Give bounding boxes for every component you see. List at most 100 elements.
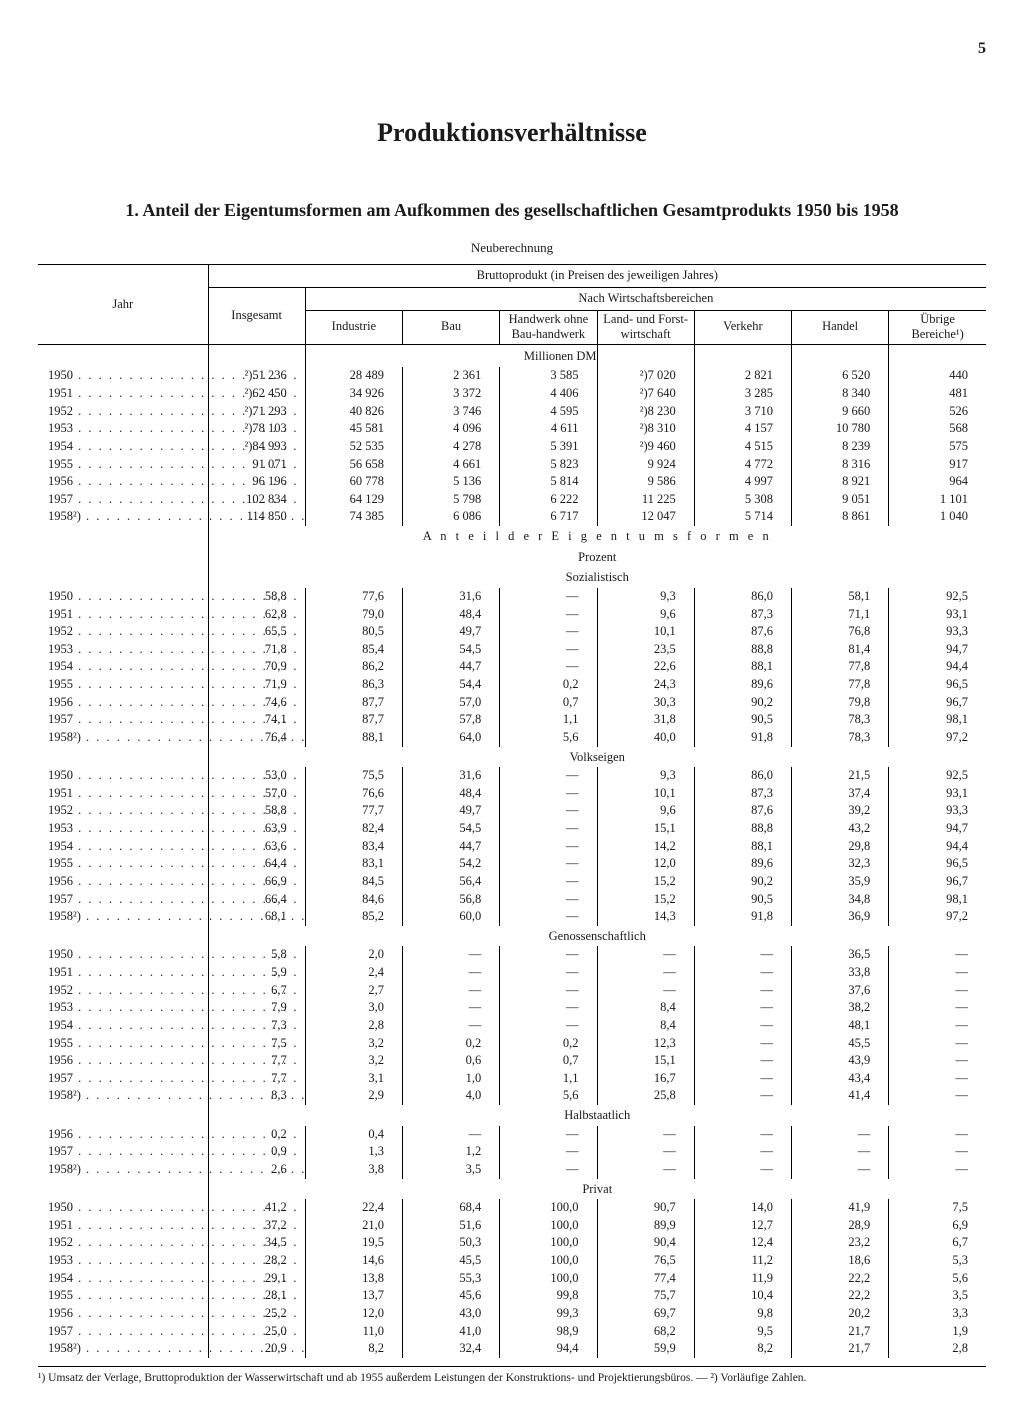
data-cell: 54,4 [403,676,500,694]
section-label: Sozialistisch [208,567,986,588]
year-cell: 1954 . . . . . . . . . . . . . . . . . .… [38,838,208,856]
data-cell: — [500,606,597,624]
data-cell: 3 585 [500,367,597,385]
data-cell: 92,5 [889,767,986,785]
data-cell: — [500,982,597,1000]
data-cell: — [889,1161,986,1179]
table-row: 1951 . . . . . . . . . . . . . . . . . .… [38,1217,986,1235]
data-cell: 13,8 [305,1270,402,1288]
table-row: 1952 . . . . . . . . . . . . . . . . . .… [38,1234,986,1252]
data-cell: 2 821 [694,367,791,385]
table-row: 1951 . . . . . . . . . . . . . . . . . .… [38,785,986,803]
data-cell: 84,5 [305,873,402,891]
data-cell: 5,6 [500,1087,597,1105]
year-cell: 1953 . . . . . . . . . . . . . . . . . .… [38,641,208,659]
table-row: 1950 . . . . . . . . . . . . . . . . . .… [38,588,986,606]
data-cell: 32,3 [792,855,889,873]
year-cell: 1951 . . . . . . . . . . . . . . . . . .… [38,964,208,982]
data-cell: 23,2 [792,1234,889,1252]
data-cell: — [597,964,694,982]
data-cell: — [792,1126,889,1144]
table-row: 1953 . . . . . . . . . . . . . . . . . .… [38,1252,986,1270]
year-cell: 1952 . . . . . . . . . . . . . . . . . .… [38,982,208,1000]
th-col: Bau [403,310,500,344]
data-cell: 2,8 [305,1017,402,1035]
data-cell: 94,4 [889,838,986,856]
data-cell: 87,6 [694,802,791,820]
data-cell: 60 778 [305,473,402,491]
data-cell: 45,6 [403,1287,500,1305]
year-cell: 1951 . . . . . . . . . . . . . . . . . .… [38,606,208,624]
data-cell: 80,5 [305,623,402,641]
data-cell: 8,4 [597,999,694,1017]
year-cell: 1957 . . . . . . . . . . . . . . . . . .… [38,1143,208,1161]
data-cell: 19,5 [305,1234,402,1252]
data-cell: 90,2 [694,873,791,891]
table-row: 1955 . . . . . . . . . . . . . . . . . .… [38,456,986,474]
section-label: Privat [208,1179,986,1200]
data-cell: 98,1 [889,891,986,909]
data-cell: 0,2 [403,1035,500,1053]
data-cell: 3,8 [305,1161,402,1179]
main-title: Produktionsverhältnisse [38,118,986,148]
year-cell: 1955 . . . . . . . . . . . . . . . . . .… [38,1035,208,1053]
data-cell: 21,7 [792,1323,889,1341]
data-cell: — [889,1017,986,1035]
data-cell: 87,7 [305,711,402,729]
section-label: Volkseigen [208,747,986,768]
table-row: 1953 . . . . . . . . . . . . . . . . . .… [38,999,986,1017]
data-cell: — [889,1052,986,1070]
data-cell: ²)7 020 [597,367,694,385]
data-cell: 8 340 [792,385,889,403]
data-cell: 90,7 [597,1199,694,1217]
data-cell: — [694,999,791,1017]
table-row: 1952 . . . . . . . . . . . . . . . . . .… [38,982,986,1000]
data-cell: 100,0 [500,1270,597,1288]
data-cell: — [500,855,597,873]
data-cell: 68,2 [597,1323,694,1341]
th-jahr: Jahr [38,265,208,345]
year-cell: 1958²) . . . . . . . . . . . . . . . . .… [38,1161,208,1179]
data-cell: — [889,946,986,964]
year-cell: 1952 . . . . . . . . . . . . . . . . . .… [38,802,208,820]
caption: Neuberechnung [38,240,986,256]
data-cell: 4 595 [500,403,597,421]
data-cell: — [500,658,597,676]
data-cell: 3 710 [694,403,791,421]
data-cell: 79,8 [792,694,889,712]
data-cell: — [403,1126,500,1144]
unit-label: Millionen DM [305,344,597,367]
data-cell: 22,2 [792,1270,889,1288]
data-cell: 86,3 [305,676,402,694]
data-cell: 45,5 [792,1035,889,1053]
data-cell: ²)8 230 [597,403,694,421]
year-cell: 1957 . . . . . . . . . . . . . . . . . .… [38,491,208,509]
table-row: 1956 . . . . . . . . . . . . . . . . . .… [38,1052,986,1070]
table-row: 1950 . . . . . . . . . . . . . . . . . .… [38,767,986,785]
data-cell: 90,2 [694,694,791,712]
data-cell: 7,5 [889,1199,986,1217]
data-cell: 10,1 [597,623,694,641]
data-cell: 9 660 [792,403,889,421]
data-cell: 29,8 [792,838,889,856]
data-cell: — [889,1070,986,1088]
year-cell: 1951 . . . . . . . . . . . . . . . . . .… [38,385,208,403]
table-row: 1955 . . . . . . . . . . . . . . . . . .… [38,1287,986,1305]
data-cell: 24,3 [597,676,694,694]
data-cell: 1,9 [889,1323,986,1341]
data-cell: 93,3 [889,802,986,820]
data-cell: — [403,999,500,1017]
data-cell: 91,8 [694,729,791,747]
data-cell: 100,0 [500,1234,597,1252]
data-cell: 93,1 [889,785,986,803]
data-cell: — [694,1035,791,1053]
table-row: 1958²) . . . . . . . . . . . . . . . . .… [38,1340,986,1358]
data-cell: 93,3 [889,623,986,641]
data-cell: 89,6 [694,676,791,694]
year-cell: 1954 . . . . . . . . . . . . . . . . . .… [38,1270,208,1288]
data-cell: — [694,982,791,1000]
data-cell: — [694,1161,791,1179]
data-cell: 69,7 [597,1305,694,1323]
table-row: 1953 . . . . . . . . . . . . . . . . . .… [38,641,986,659]
data-cell: 6,7 [889,1234,986,1252]
